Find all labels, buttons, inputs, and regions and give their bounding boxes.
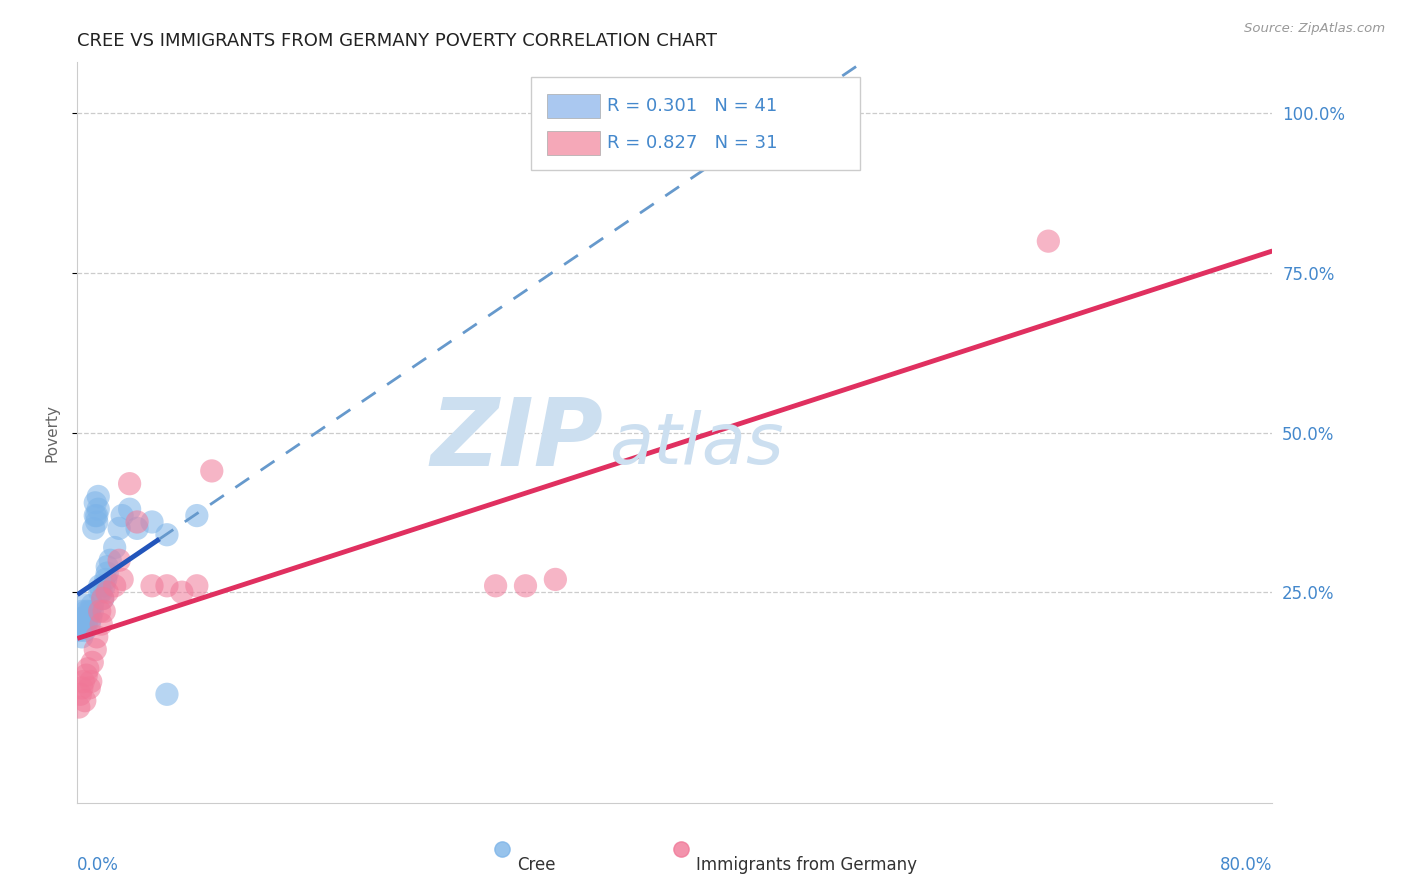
Text: CREE VS IMMIGRANTS FROM GERMANY POVERTY CORRELATION CHART: CREE VS IMMIGRANTS FROM GERMANY POVERTY … (77, 32, 717, 50)
Point (76, 662, 98, 676)
Text: Cree: Cree (517, 856, 555, 874)
Point (170, 585, 193, 599)
Point (70, 604, 93, 618)
Point (82, 598, 104, 612)
Point (70, 681, 93, 695)
Point (90, 617, 112, 632)
Point (73, 694, 96, 708)
Point (127, 521, 149, 535)
Point (89, 604, 111, 618)
Point (108, 521, 131, 535)
Point (83, 521, 105, 535)
Point (111, 508, 134, 523)
Text: R = 0.301   N = 41: R = 0.301 N = 41 (607, 97, 778, 115)
Point (69, 687, 91, 701)
Point (80, 611, 103, 625)
Text: Source: ZipAtlas.com: Source: ZipAtlas.com (1244, 22, 1385, 36)
Point (70, 630, 93, 644)
Point (127, 515, 149, 529)
Point (79, 617, 101, 632)
Point (111, 573, 134, 587)
Point (79, 604, 101, 618)
Point (82, 604, 104, 618)
Point (108, 553, 131, 567)
Point (104, 579, 127, 593)
Point (118, 502, 141, 516)
Point (72, 611, 94, 625)
Point (79, 681, 101, 695)
Point (80, 674, 103, 689)
Point (118, 476, 141, 491)
Text: 80.0%: 80.0% (1220, 856, 1272, 874)
Point (186, 579, 208, 593)
Text: ZIP: ZIP (430, 394, 603, 486)
Point (82, 656, 104, 670)
Point (84, 508, 107, 523)
Point (93, 604, 115, 618)
Point (75, 604, 97, 618)
Point (141, 579, 163, 593)
Point (87, 502, 110, 516)
Y-axis label: Poverty: Poverty (44, 403, 59, 462)
Point (73, 598, 96, 612)
Text: R = 0.827   N = 31: R = 0.827 N = 31 (607, 134, 778, 153)
Point (1038, 234, 1060, 248)
Point (89, 585, 111, 599)
Point (75, 668, 97, 682)
Point (544, 573, 567, 587)
Point (86, 515, 108, 529)
Point (156, 687, 179, 701)
Point (67, 624, 90, 638)
Point (72, 674, 94, 689)
Point (94, 573, 117, 587)
Point (96, 559, 118, 574)
Point (93, 579, 115, 593)
Text: 0.0%: 0.0% (77, 856, 120, 874)
FancyBboxPatch shape (547, 95, 599, 118)
Point (87, 490, 110, 504)
Point (515, 579, 537, 593)
Point (72, 617, 94, 632)
Text: atlas: atlas (609, 410, 783, 479)
Point (76, 611, 98, 625)
Point (73, 624, 96, 638)
Point (141, 515, 163, 529)
Point (84, 642, 107, 657)
Point (104, 541, 127, 555)
Point (90, 585, 112, 599)
FancyBboxPatch shape (531, 78, 860, 169)
Point (156, 527, 179, 541)
Point (156, 579, 179, 593)
Point (84, 496, 107, 510)
Point (91, 591, 114, 606)
Point (201, 464, 224, 478)
Point (98, 553, 121, 567)
Text: Immigrants from Germany: Immigrants from Germany (696, 856, 917, 874)
Point (67, 700, 90, 714)
Point (96, 585, 118, 599)
Point (91, 591, 114, 606)
Point (89, 579, 111, 593)
Point (75, 617, 97, 632)
Point (96, 566, 118, 580)
Point (86, 508, 108, 523)
Point (69, 617, 91, 632)
Point (485, 579, 508, 593)
Point (86, 630, 108, 644)
Point (186, 508, 208, 523)
FancyBboxPatch shape (547, 131, 599, 155)
